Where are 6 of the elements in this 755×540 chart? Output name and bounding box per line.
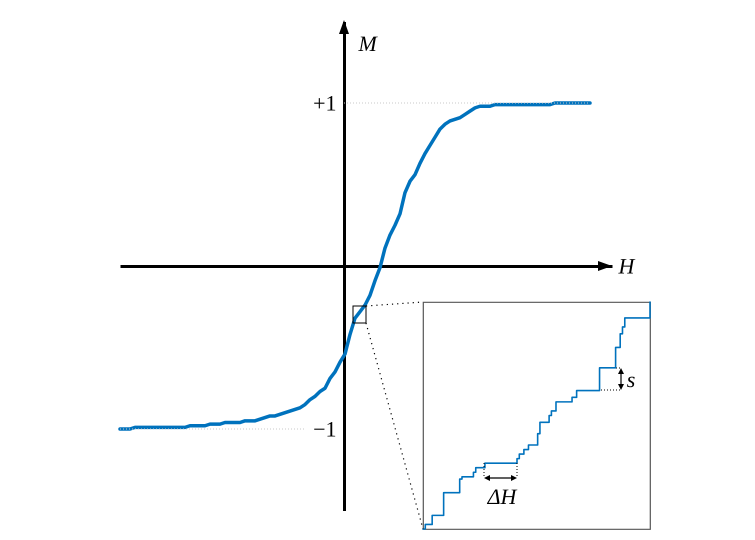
annotation: ΔH [486, 484, 518, 509]
y-tick-label: +1 [313, 90, 336, 116]
annotation: s [626, 367, 636, 392]
y-tick-label: −1 [313, 416, 336, 442]
y-axis-title: M [358, 31, 378, 56]
x-axis-title: H [618, 254, 636, 278]
